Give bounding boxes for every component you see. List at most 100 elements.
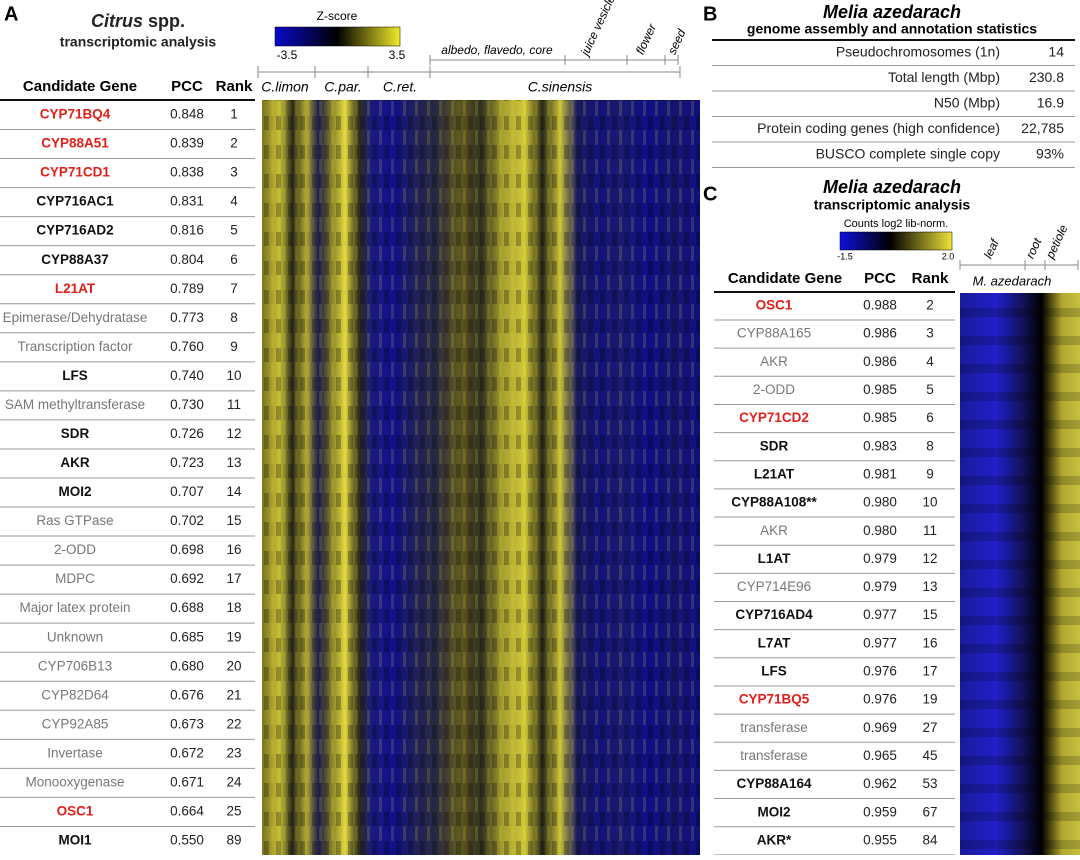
rank-value: 7	[230, 281, 238, 296]
column-header: PCC	[171, 78, 203, 95]
column-header: Rank	[216, 78, 253, 95]
stat-value: 93%	[1036, 146, 1064, 162]
gene-name: Invertase	[47, 745, 103, 760]
gene-name: Epimerase/Dehydratase	[3, 310, 148, 325]
pcc-value: 0.740	[170, 368, 204, 383]
rank-value: 18	[226, 600, 241, 615]
rank-value: 16	[922, 635, 937, 650]
rank-value: 20	[226, 658, 241, 673]
panel-letter: A	[4, 3, 18, 25]
stat-value: 16.9	[1037, 95, 1064, 111]
gene-name: Monooxygenase	[25, 774, 124, 789]
pcc-value: 0.979	[863, 579, 897, 594]
pcc-value: 0.976	[863, 664, 897, 679]
stat-label: N50 (Mbp)	[934, 95, 1000, 111]
pcc-value: 0.680	[170, 658, 204, 673]
title-italic: Citrus	[91, 11, 143, 31]
rank-value: 12	[226, 426, 241, 441]
rank-value: 24	[226, 774, 242, 789]
rank-value: 23	[226, 745, 241, 760]
pcc-value: 0.730	[170, 397, 204, 412]
colorbar-max: 2.0	[942, 251, 955, 261]
gene-name: AKR	[60, 455, 89, 470]
rank-value: 3	[926, 326, 934, 341]
rank-value: 12	[922, 551, 937, 566]
rank-value: 89	[226, 833, 241, 848]
brackets	[959, 260, 1079, 270]
gene-name: OSC1	[57, 804, 94, 819]
gene-name: L21AT	[55, 281, 96, 296]
pcc-value: 0.671	[170, 774, 204, 789]
heatmap-texture	[262, 100, 700, 855]
pcc-value: 0.664	[170, 804, 204, 819]
pcc-value: 0.962	[863, 776, 897, 791]
rank-value: 8	[926, 438, 934, 453]
pcc-value: 0.838	[170, 165, 204, 180]
panel-letter: C	[703, 183, 717, 205]
pcc-value: 0.976	[863, 692, 897, 707]
gene-name: CYP716AD4	[735, 607, 813, 622]
column-header: Candidate Gene	[728, 270, 842, 287]
stat-label: Protein coding genes (high confidence)	[757, 120, 1000, 136]
panel-title: Melia azedarach	[823, 2, 961, 22]
rank-value: 19	[226, 629, 241, 644]
tissue-label: albedo, flavedo, core	[441, 43, 553, 57]
pcc-value: 0.980	[863, 523, 897, 538]
pcc-value: 0.979	[863, 551, 897, 566]
gene-name: Unknown	[47, 629, 103, 644]
gene-name: AKR	[760, 523, 788, 538]
colorbar	[839, 231, 953, 251]
pcc-value: 0.702	[170, 513, 204, 528]
gene-name: Major latex protein	[19, 600, 130, 615]
pcc-value: 0.959	[863, 804, 897, 819]
colorbar	[274, 26, 401, 47]
gene-name: L7AT	[758, 635, 792, 650]
rank-value: 27	[922, 720, 937, 735]
gene-name: LFS	[761, 664, 787, 679]
stat-value: 14	[1048, 44, 1064, 60]
panel-subtitle: transcriptomic analysis	[814, 197, 971, 213]
pcc-value: 0.980	[863, 495, 897, 510]
pcc-value: 0.983	[863, 438, 897, 453]
rank-value: 3	[230, 165, 238, 180]
colorbar-min: -3.5	[277, 48, 298, 62]
rank-value: 11	[227, 397, 241, 412]
column-header: PCC	[864, 270, 896, 287]
rank-value: 6	[926, 410, 934, 425]
gene-name: transferase	[740, 748, 808, 763]
pcc-value: 0.789	[170, 281, 204, 296]
gene-name: CYP716AD2	[36, 223, 113, 238]
pcc-value: 0.985	[863, 410, 897, 425]
rank-value: 14	[226, 484, 242, 499]
panel-subtitle: transcriptomic analysis	[60, 34, 217, 50]
rank-value: 11	[923, 523, 937, 538]
pcc-value: 0.816	[170, 223, 204, 238]
rank-value: 9	[230, 339, 238, 354]
gene-name: 2-ODD	[753, 382, 795, 397]
pcc-value: 0.986	[863, 354, 897, 369]
pcc-value: 0.985	[863, 382, 897, 397]
gene-name: AKR*	[757, 832, 792, 847]
panel-title: Citrus spp.	[91, 11, 185, 31]
pcc-value: 0.760	[170, 339, 204, 354]
gene-name: CYP714E96	[737, 579, 811, 594]
gene-name: Ras GTPase	[36, 513, 113, 528]
gene-name: CYP71CD2	[739, 410, 809, 425]
rank-value: 6	[230, 252, 238, 267]
rank-value: 13	[226, 455, 241, 470]
gene-name: AKR	[760, 354, 788, 369]
gene-name: CYP716AC1	[36, 194, 114, 209]
gene-name: MOI1	[58, 833, 91, 848]
gene-name: Transcription factor	[17, 339, 133, 354]
species-label: M. azedarach	[973, 273, 1052, 288]
gene-name: CYP88A37	[41, 252, 109, 267]
rank-value: 17	[922, 664, 937, 679]
pcc-value: 0.988	[863, 298, 897, 313]
pcc-value: 0.673	[170, 716, 204, 731]
rank-value: 10	[922, 495, 937, 510]
heatmap-texture	[960, 293, 1080, 855]
species-label: C.par.	[324, 79, 362, 95]
rank-value: 10	[226, 368, 241, 383]
tissue-label: petiole	[1042, 222, 1070, 261]
